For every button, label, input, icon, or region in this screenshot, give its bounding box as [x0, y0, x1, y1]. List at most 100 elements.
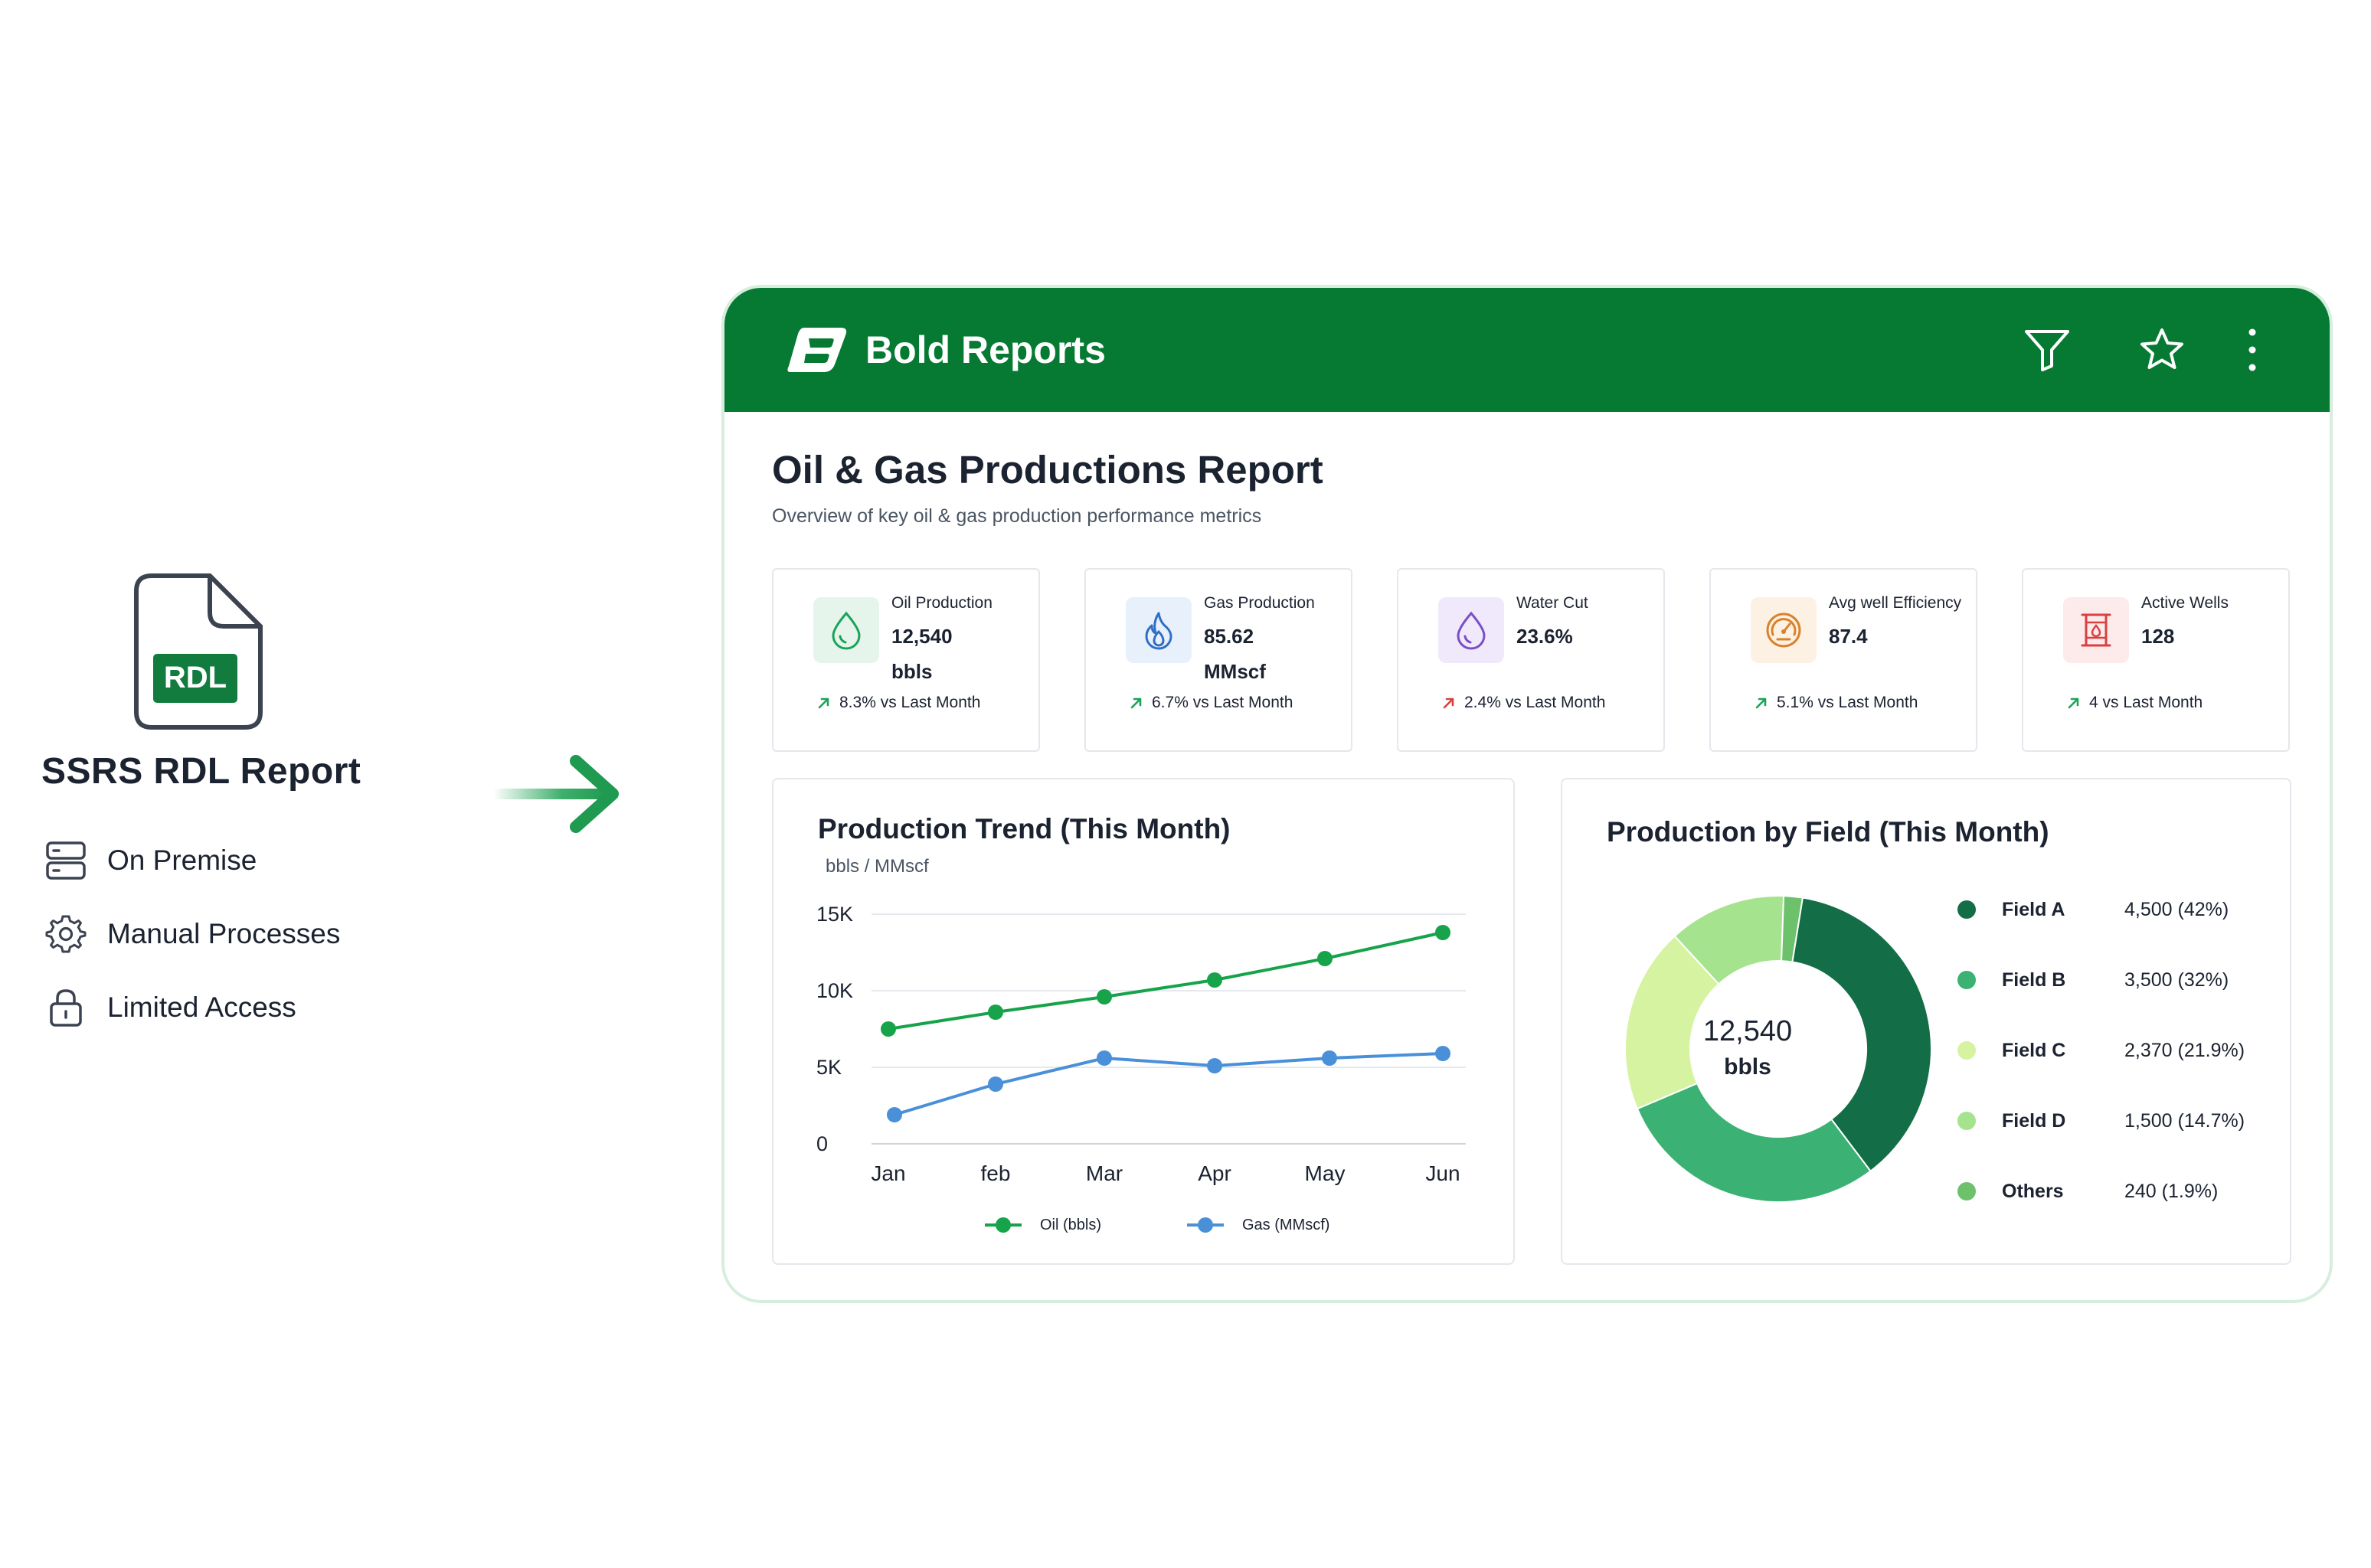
- chart-title: Production by Field (This Month): [1607, 816, 2049, 848]
- kpi-card-oil-production[interactable]: Oil Production 12,540 bbls 8.3% vs Last …: [772, 568, 1040, 752]
- legend-gas[interactable]: Gas (MMscf): [1187, 1216, 1329, 1234]
- x-tick-label: May: [1305, 1161, 1346, 1185]
- legend-dot: [1957, 1112, 1976, 1130]
- kpi-card-gas-production[interactable]: Gas Production 85.62 MMscf 6.7% vs Last …: [1084, 568, 1352, 752]
- donut-center-value: 12,540: [1702, 1015, 1793, 1047]
- field-value: 2,370 (21.9%): [2124, 1039, 2245, 1061]
- donut-center-label: 12,540 bbls: [1671, 1015, 1824, 1080]
- kpi-card-active-wells[interactable]: Active Wells 128 4 vs Last Month: [2022, 568, 2290, 752]
- gas-data-point[interactable]: [1322, 1050, 1337, 1066]
- kpi-card-water-cut[interactable]: Water Cut 23.6% 2.4% vs Last Month: [1397, 568, 1665, 752]
- arrow-right-icon: [493, 755, 619, 833]
- gas-data-point[interactable]: [887, 1107, 902, 1122]
- bold-reports-logo-icon: [787, 328, 847, 372]
- rdl-file-icon: RDL: [134, 573, 263, 730]
- rdl-badge-label: RDL: [164, 661, 227, 694]
- kpi-trend-text: 6.7% vs Last Month: [1152, 694, 1293, 711]
- kpi-value: 12,540: [891, 625, 953, 648]
- filter-button[interactable]: [2022, 325, 2072, 375]
- gear-icon: [44, 913, 87, 956]
- field-name: Field A: [2002, 898, 2065, 920]
- production-by-field-card: Production by Field (This Month) 12,540 …: [1561, 778, 2291, 1265]
- kpi-trend-text: 5.1% vs Last Month: [1777, 694, 1918, 711]
- kpi-trend: 5.1% vs Last Month: [1754, 694, 1918, 712]
- more-vertical-icon: [2248, 328, 2256, 371]
- flame-icon: [1126, 597, 1192, 663]
- brand-name: Bold Reports: [865, 328, 1106, 371]
- oil-data-point[interactable]: [1317, 951, 1333, 966]
- kpi-trend: 4 vs Last Month: [2066, 694, 2203, 712]
- legend-oil-marker: [985, 1217, 1022, 1233]
- field-row-c[interactable]: Field C 2,370 (21.9%): [1957, 1035, 2245, 1066]
- kpi-unit: MMscf: [1204, 660, 1266, 683]
- trend-up-icon: [818, 697, 829, 709]
- kpi-value: 87.4: [1829, 625, 1868, 648]
- kpi-card-avg-well-efficiency[interactable]: Avg well Efficiency 87.4 5.1% vs Last Mo…: [1709, 568, 1977, 752]
- kpi-trend: 6.7% vs Last Month: [1129, 694, 1293, 712]
- oil-data-point[interactable]: [1097, 989, 1112, 1004]
- legend-dot: [1957, 900, 1976, 919]
- x-tick-label: Mar: [1086, 1161, 1123, 1185]
- report-subtitle: Overview of key oil & gas production per…: [772, 505, 1262, 527]
- field-value: 240 (1.9%): [2124, 1180, 2219, 1202]
- feature-label: Manual Processes: [107, 918, 341, 949]
- oil-data-point[interactable]: [1207, 972, 1222, 988]
- oil-data-point[interactable]: [881, 1021, 896, 1037]
- field-row-b[interactable]: Field B 3,500 (32%): [1957, 965, 2229, 995]
- legend-gas-label: Gas (MMscf): [1242, 1216, 1330, 1233]
- chart-title: Production Trend (This Month): [818, 813, 1231, 844]
- field-name: Field B: [2002, 969, 2066, 991]
- trend-up-icon: [1130, 697, 1142, 709]
- field-row-d[interactable]: Field D 1,500 (14.7%): [1957, 1106, 2245, 1136]
- trend-up-icon: [2068, 697, 2079, 709]
- series-line-gas: [894, 1052, 1444, 1116]
- feature-manual-processes: Manual Processes: [44, 913, 340, 956]
- donut-slice-field-a[interactable]: [1791, 897, 1932, 1173]
- gas-data-point[interactable]: [988, 1076, 1003, 1092]
- gas-data-point[interactable]: [1097, 1050, 1112, 1066]
- trend-up-icon: [1443, 697, 1454, 709]
- gauge-icon: [1751, 597, 1817, 663]
- field-value: 3,500 (32%): [2124, 969, 2229, 991]
- donut-slice-field-c[interactable]: [1624, 935, 1720, 1110]
- donut-slice-field-b[interactable]: [1636, 1082, 1872, 1203]
- oil-data-point[interactable]: [988, 1004, 1003, 1020]
- field-name: Field C: [2002, 1039, 2066, 1061]
- production-by-field-donut: [1624, 895, 1932, 1203]
- legend-oil[interactable]: Oil (bbls): [985, 1216, 1101, 1234]
- trend-up-icon: [1755, 697, 1767, 709]
- kpi-trend-text: 4 vs Last Month: [2089, 694, 2203, 711]
- kpi-trend-text: 8.3% vs Last Month: [839, 694, 981, 711]
- donut-slice-others[interactable]: [1781, 895, 1804, 963]
- x-tick-label: Apr: [1198, 1161, 1231, 1185]
- oil-barrel-icon: [2063, 597, 2129, 663]
- x-tick-label: Jan: [871, 1161, 905, 1185]
- feature-label: Limited Access: [107, 991, 296, 1023]
- feature-on-premise: On Premise: [44, 839, 257, 882]
- oil-data-point[interactable]: [1435, 925, 1450, 940]
- kpi-value: 23.6%: [1516, 625, 1573, 648]
- production-trend-chart: 0 5K 10K 15K Jan feb Mar Apr May Jun: [816, 903, 1466, 1185]
- field-row-a[interactable]: Field A 4,500 (42%): [1957, 894, 2229, 925]
- server-icon: [44, 839, 87, 882]
- field-name: Others: [2002, 1180, 2064, 1202]
- legend-dot: [1957, 1041, 1976, 1060]
- y-tick-label: 0: [816, 1132, 828, 1155]
- ssrs-title: SSRS RDL Report: [41, 751, 361, 792]
- kpi-label: Oil Production: [891, 594, 993, 612]
- legend-oil-label: Oil (bbls): [1040, 1216, 1102, 1233]
- report-title: Oil & Gas Productions Report: [772, 448, 1323, 492]
- feature-limited-access: Limited Access: [44, 986, 296, 1029]
- more-options-button[interactable]: [2227, 325, 2278, 375]
- droplet-icon: [813, 597, 879, 663]
- gas-data-point[interactable]: [1435, 1046, 1450, 1061]
- legend-dot: [1957, 1182, 1976, 1200]
- production-trend-card: Production Trend (This Month) bbls / MMs…: [772, 778, 1515, 1265]
- star-icon: [2140, 328, 2183, 369]
- favorite-button[interactable]: [2137, 325, 2187, 375]
- field-row-others[interactable]: Others 240 (1.9%): [1957, 1176, 2218, 1207]
- y-tick-label: 5K: [816, 1056, 842, 1079]
- gas-data-point[interactable]: [1207, 1058, 1222, 1073]
- field-value: 1,500 (14.7%): [2124, 1109, 2245, 1132]
- kpi-trend: 8.3% vs Last Month: [816, 694, 980, 712]
